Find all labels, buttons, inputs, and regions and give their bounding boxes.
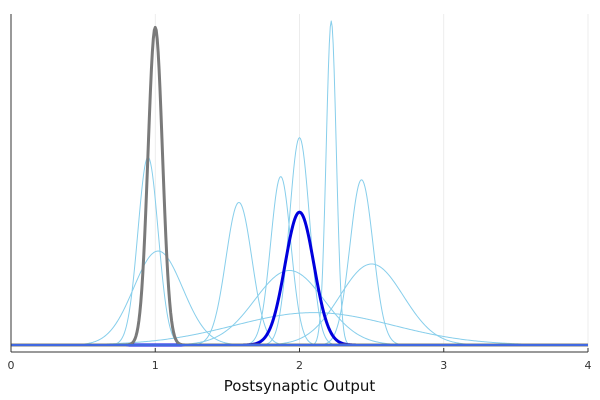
x-tick-label-0: 0	[8, 359, 15, 372]
x-ticks: 0 1 2 3 4	[8, 348, 592, 372]
x-tick-label-3: 3	[440, 359, 447, 372]
x-tick-label-1: 1	[152, 359, 159, 372]
grid-lines	[10, 14, 589, 352]
x-tick-label-4: 4	[585, 359, 592, 372]
x-tick-label-2: 2	[296, 359, 303, 372]
x-axis-label: Postsynaptic Output	[224, 377, 376, 395]
